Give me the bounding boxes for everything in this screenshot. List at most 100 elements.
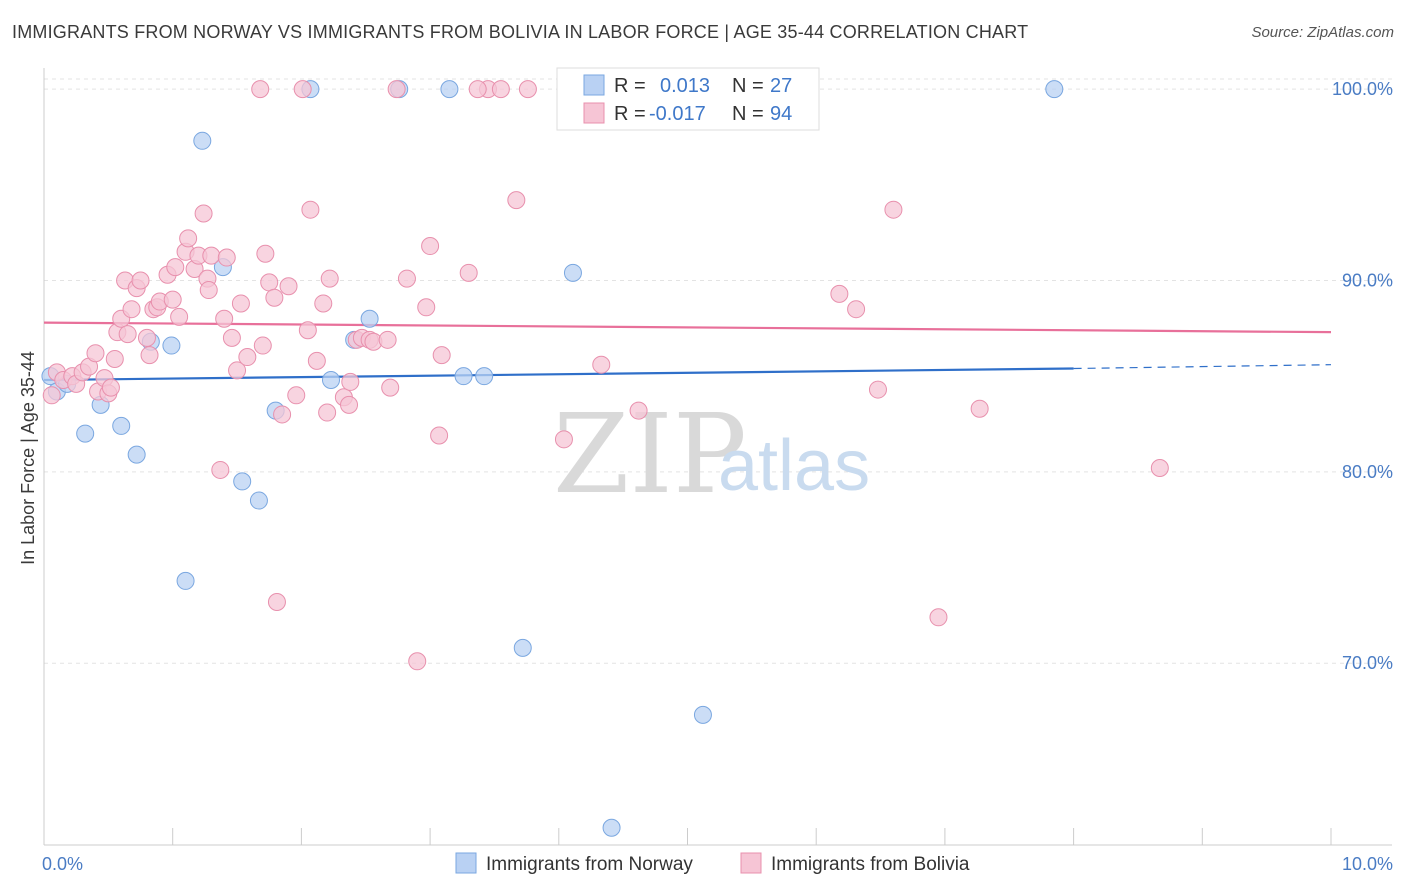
bolivia-point [256,244,275,263]
legend-r-value-norway: 0.013 [660,75,710,97]
grid-lines [44,78,1392,664]
bolivia-point [273,405,292,424]
bolivia-point [629,401,648,420]
bolivia-point [217,248,236,267]
watermark-atlas: atlas [718,426,870,506]
bolivia-point [592,355,611,374]
bolivia-point [287,386,306,405]
bolivia-point [507,191,526,210]
bolivia-point [293,80,312,99]
bolivia-point [215,309,234,328]
bolivia-point [320,269,339,288]
bolivia-point [430,426,449,445]
bolivia-point [199,281,218,300]
watermark-zip: ZIP [553,390,747,518]
y-tick-label: 100.0% [1332,79,1393,99]
legend-r-value-bolivia: -0.017 [649,103,706,125]
norway-point [76,424,95,443]
bolivia-point [387,80,406,99]
bolivia-point [228,361,247,380]
bolivia-point [432,346,451,365]
norway-point [360,309,379,328]
trend-lines [43,321,1332,382]
y-axis-label: In Labor Force | Age 35-44 [18,351,38,565]
axes [43,68,1392,846]
bolivia-point [301,200,320,219]
source-label: Source: ZipAtlas.com [1251,24,1394,41]
legend-n-label-norway: N = [732,75,764,97]
bolivia-point [381,378,400,397]
bolivia-point [211,460,230,479]
bolivia-point [518,80,537,99]
series-legend-swatch-bolivia [740,852,762,874]
norway-point [112,416,131,435]
bolivia-point [131,271,150,290]
legend-swatch-bolivia [583,102,605,124]
correlation-legend: R = 0.013 N = 27 R = -0.017 N = 94 [556,67,820,131]
norway-point [454,367,473,386]
bolivia-point [202,246,221,265]
norway-point [127,445,146,464]
norway-point [563,263,582,282]
bolivia-point [222,328,241,347]
y-tick-label: 90.0% [1342,270,1393,290]
series-legend-swatch-norway [455,852,477,874]
bolivia-point [251,80,270,99]
norway-point [233,472,252,491]
legend-r-label-bolivia: R = [614,103,646,125]
bolivia-point [253,336,272,355]
bolivia-point [231,294,250,313]
norway-point [322,371,341,389]
norway-point [440,80,459,99]
bolivia-trend-line [43,321,1332,334]
bolivia-point [122,300,141,319]
bolivia-point [340,395,359,414]
norway-point [193,131,212,150]
x-tick-label: 0.0% [42,854,83,874]
bolivia-point [459,263,478,282]
bolivia-point [929,608,948,627]
legend-n-value-bolivia: 94 [770,103,792,125]
bolivia-point [417,298,436,317]
norway-point [693,705,712,724]
bolivia-point [318,403,337,422]
norway-trend-extension [1073,364,1332,370]
bolivia-point [279,277,298,296]
bolivia-point [137,328,156,347]
bolivia-point [42,386,61,405]
bolivia-point [378,330,397,349]
bolivia-point [238,348,257,367]
bolivia-point [884,200,903,219]
data-points [41,80,1169,837]
y-tick-label: 70.0% [1342,653,1393,673]
bolivia-point [341,372,360,391]
bolivia-point [267,592,286,611]
legend-r-label-norway: R = [614,75,646,97]
bolivia-point [830,284,849,303]
series-legend: Immigrants from Norway Immigrants from B… [455,852,970,875]
norway-point [602,818,621,837]
bolivia-point [105,349,124,368]
norway-point [249,491,268,510]
bolivia-point [101,378,120,397]
bolivia-point [298,321,317,340]
bolivia-point [86,344,105,363]
bolivia-point [554,430,573,449]
bolivia-point [397,269,416,288]
y-tick-label: 80.0% [1342,462,1393,482]
bolivia-point [260,273,279,292]
bolivia-point [118,325,137,344]
legend-n-label-bolivia: N = [732,103,764,125]
bolivia-point [307,351,326,370]
bolivia-point [468,80,487,99]
bolivia-point [421,237,440,256]
bolivia-point [265,288,284,307]
norway-point [475,367,494,386]
bolivia-point [868,380,887,399]
bolivia-point [314,294,333,313]
bolivia-point [408,652,427,671]
legend-swatch-norway [583,74,605,96]
bolivia-point [847,300,866,319]
legend-n-value-norway: 27 [770,75,792,97]
